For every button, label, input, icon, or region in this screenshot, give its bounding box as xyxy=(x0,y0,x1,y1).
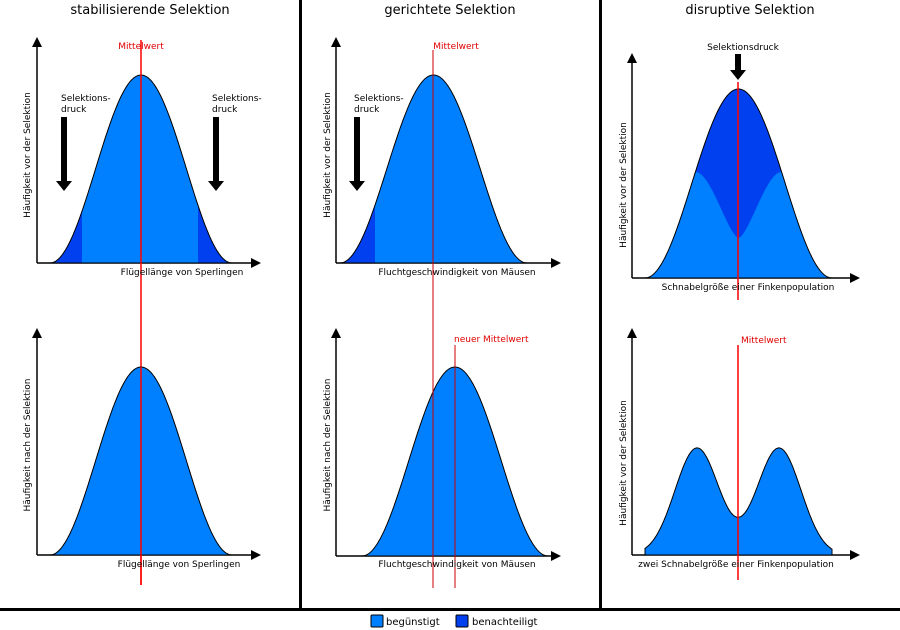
pressure-label: druck xyxy=(354,105,380,115)
divider-1 xyxy=(299,0,302,609)
stab-bottom-y-axis-label: Häufigkeit nach der Selektion xyxy=(23,379,33,512)
legend-swatch-favored xyxy=(370,614,384,628)
panel-title-disruptive: disruptive Selektion xyxy=(685,3,814,18)
dis-bottom-y-axis-label: Häufigkeit vor der Selektion xyxy=(619,400,629,526)
panel-title-stabilizing: stabilisierende Selektion xyxy=(70,3,229,18)
distribution-curve xyxy=(644,88,833,279)
panel-dividers xyxy=(0,0,900,611)
legend: begünstigt benachteiligt xyxy=(370,614,538,628)
pressure-label-right: druck xyxy=(212,105,238,115)
pressure-label: Selektions- xyxy=(354,94,404,104)
dis-bottom-x-axis-label: zwei Schnabelgröße einer Finkenpopulatio… xyxy=(638,560,834,570)
pressure-label-left: druck xyxy=(61,105,87,115)
distribution-curve xyxy=(339,74,528,264)
favored-area xyxy=(645,172,832,278)
legend-label-disadvantaged: benachteiligt xyxy=(472,617,538,628)
legend-label-favored: begünstigt xyxy=(386,617,440,628)
pressure-label: Selektionsdruck xyxy=(707,43,779,53)
pressure-label-left: Selektions- xyxy=(61,94,111,104)
dir-bottom-y-axis-label: Häufigkeit nach der Selektion xyxy=(323,379,333,512)
mean-label: Mittelwert xyxy=(118,42,164,52)
favored-area xyxy=(375,75,527,263)
stab-bottom-x-axis-label: Flügellänge von Sperlingen xyxy=(118,560,241,570)
mean-label: Mittelwert xyxy=(741,336,787,346)
mean-label: Mittelwert xyxy=(433,42,479,52)
dis-top-x-axis-label: Schnabelgröße einer Finkenpopulation xyxy=(662,283,835,293)
divider-2 xyxy=(599,0,602,609)
pressure-label-right: Selektions- xyxy=(212,94,262,104)
panel-title-directional: gerichtete Selektion xyxy=(384,3,515,18)
stab-top-x-axis-label: Flügellänge von Sperlingen xyxy=(121,268,244,278)
dir-top-y-axis-label: Häufigkeit vor der Selektion xyxy=(323,92,333,218)
dis-top-y-axis-label: Häufigkeit vor der Selektion xyxy=(619,122,629,248)
legend-swatch-disadvantaged xyxy=(455,614,469,628)
dir-bottom-x-axis-label: Fluchtgeschwindigkeit von Mäusen xyxy=(378,560,535,570)
bimodal-distribution-curve xyxy=(644,447,833,556)
selection-pressure-arrow xyxy=(349,117,365,191)
selection-pressure-arrow-left xyxy=(56,117,72,191)
stab-top-y-axis-label: Häufigkeit vor der Selektion xyxy=(23,92,33,218)
new-mean-label: neuer Mittelwert xyxy=(454,335,529,345)
selection-pressure-arrow-right xyxy=(208,117,224,191)
selection-pressure-arrow xyxy=(730,54,746,80)
divider-bottom xyxy=(0,608,900,611)
dir-top-x-axis-label: Fluchtgeschwindigkeit von Mäusen xyxy=(378,268,535,278)
